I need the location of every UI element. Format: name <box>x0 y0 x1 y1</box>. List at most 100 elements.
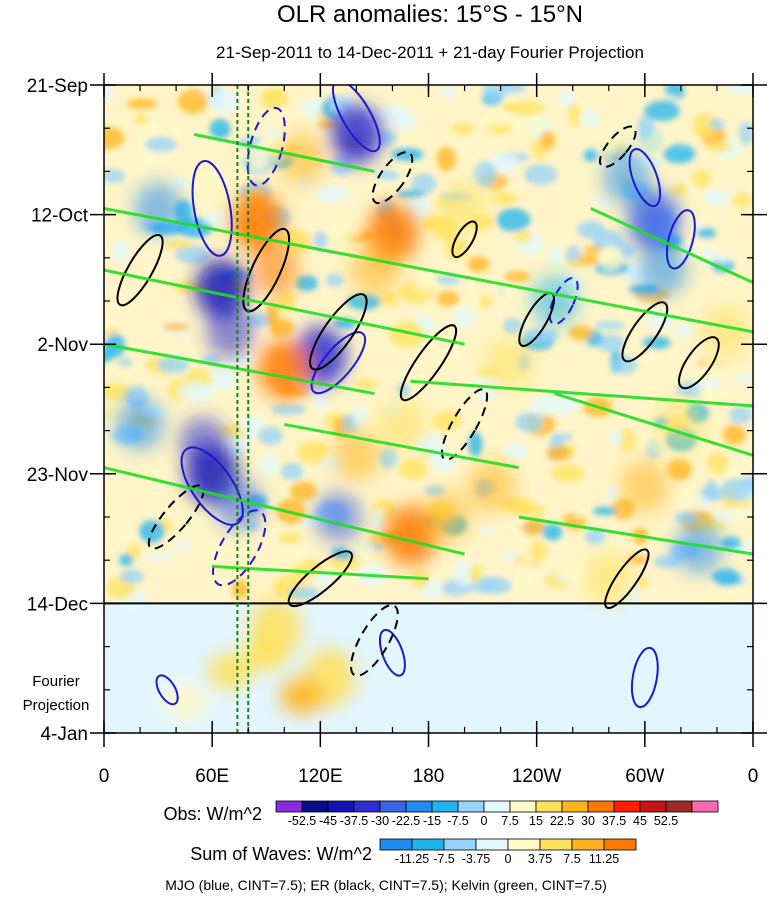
colorbar-swatch <box>457 800 485 813</box>
colorbar-label: -37.5 <box>340 814 369 828</box>
mjo-contour <box>665 209 696 270</box>
x-tick-label: 120W <box>512 766 562 787</box>
texture-cell <box>716 253 730 264</box>
texture-cell <box>729 406 753 424</box>
texture-cell <box>722 424 747 445</box>
texture-cell <box>329 212 366 239</box>
texture-cell <box>229 167 243 184</box>
er-contour <box>621 301 669 363</box>
texture-cell <box>546 445 572 461</box>
texture-cell <box>584 527 606 545</box>
colorbar-swatch <box>587 800 615 813</box>
texture-cell <box>608 430 623 447</box>
texture-cell <box>259 136 288 152</box>
texture-cell <box>432 410 462 431</box>
texture-cell <box>504 271 531 282</box>
texture-cell <box>481 113 517 126</box>
texture-cell <box>671 486 703 508</box>
texture-cell <box>478 526 498 535</box>
texture-cell <box>122 529 136 547</box>
colorbar-swatch <box>535 800 563 813</box>
texture-cell <box>550 432 573 442</box>
texture-cell <box>231 579 249 599</box>
texture-cell <box>126 98 158 110</box>
texture-cell <box>325 273 344 288</box>
texture-cell <box>496 208 531 232</box>
projection-patch <box>163 684 208 721</box>
colorbar-swatch <box>539 838 573 851</box>
texture-cell <box>314 184 349 203</box>
texture-cell <box>653 555 682 568</box>
texture-cell <box>692 113 718 138</box>
texture-cell <box>541 523 563 541</box>
anomaly-patch <box>656 398 705 451</box>
texture-cell <box>172 176 188 189</box>
obs-colorbar-title: Obs: W/m^2 <box>164 804 262 824</box>
y-tick-label: 23-Nov <box>27 465 89 486</box>
texture-cell <box>597 334 625 353</box>
kelvin-contour <box>104 206 753 334</box>
colorbar-swatch <box>405 800 433 813</box>
anomaly-patch <box>584 552 633 605</box>
texture-cell <box>513 230 533 243</box>
colorbar-label: -7.5 <box>433 852 455 866</box>
colorbar-swatch <box>475 838 509 851</box>
anomaly-patch <box>620 460 669 513</box>
anomaly-neg-blob <box>195 258 248 319</box>
texture-cell <box>280 462 304 481</box>
mjo-contour <box>180 446 244 526</box>
er-contour <box>399 324 458 402</box>
texture-cell <box>571 169 592 180</box>
texture-cell <box>522 518 545 536</box>
texture-cell <box>510 101 544 116</box>
colorbar-label: 22.5 <box>550 814 574 828</box>
texture-cell <box>421 213 444 231</box>
texture-cell <box>209 118 231 141</box>
texture-cell <box>568 325 593 341</box>
texture-cell <box>557 90 576 107</box>
colorbar-swatch <box>571 838 605 851</box>
x-tick-label: 60W <box>625 766 664 787</box>
texture-cell <box>605 484 619 502</box>
texture-cell <box>117 358 133 367</box>
colorbar-label: -11.25 <box>395 852 430 866</box>
texture-cell <box>583 148 598 162</box>
texture-cell <box>468 564 482 584</box>
colorbar-label: 52.5 <box>654 814 678 828</box>
texture-cell <box>436 290 460 307</box>
texture-cell <box>721 477 752 501</box>
waves-colorbar: -11.25 -7.5 -3.75 0 3.75 7.5 11.25 <box>379 838 637 866</box>
texture-cell <box>269 318 294 337</box>
plot-area <box>104 85 753 733</box>
texture-cell <box>371 508 387 533</box>
texture-cell <box>196 170 222 195</box>
colorbar-swatch <box>639 800 667 813</box>
texture-cell <box>463 283 483 308</box>
texture-cell <box>259 89 289 110</box>
texture-cell <box>478 294 492 308</box>
texture-cell <box>705 583 719 599</box>
texture-cell <box>411 173 437 194</box>
texture-cell <box>727 85 753 96</box>
texture-cell <box>395 190 426 199</box>
texture-cell <box>524 164 558 185</box>
texture-cell <box>473 161 497 188</box>
texture-cell <box>696 227 716 239</box>
texture-cell <box>662 144 696 164</box>
reference-lines <box>104 85 753 733</box>
er-contour <box>678 336 720 390</box>
colorbar-label: 30 <box>581 814 595 828</box>
kelvin-contour <box>554 392 753 457</box>
waves-colorbar-title: Sum of Waves: W/m^2 <box>190 844 372 864</box>
texture-cell <box>174 245 211 264</box>
texture-cell <box>548 245 564 267</box>
texture-cell <box>720 537 742 550</box>
texture-cell <box>177 88 209 114</box>
anomaly-patch <box>422 491 471 543</box>
texture-cell <box>119 553 134 567</box>
texture-cell <box>144 136 178 153</box>
texture-cell <box>388 111 417 132</box>
texture-cell <box>270 403 306 415</box>
colorbar-swatch <box>443 838 477 851</box>
anomaly-patch <box>116 398 165 451</box>
